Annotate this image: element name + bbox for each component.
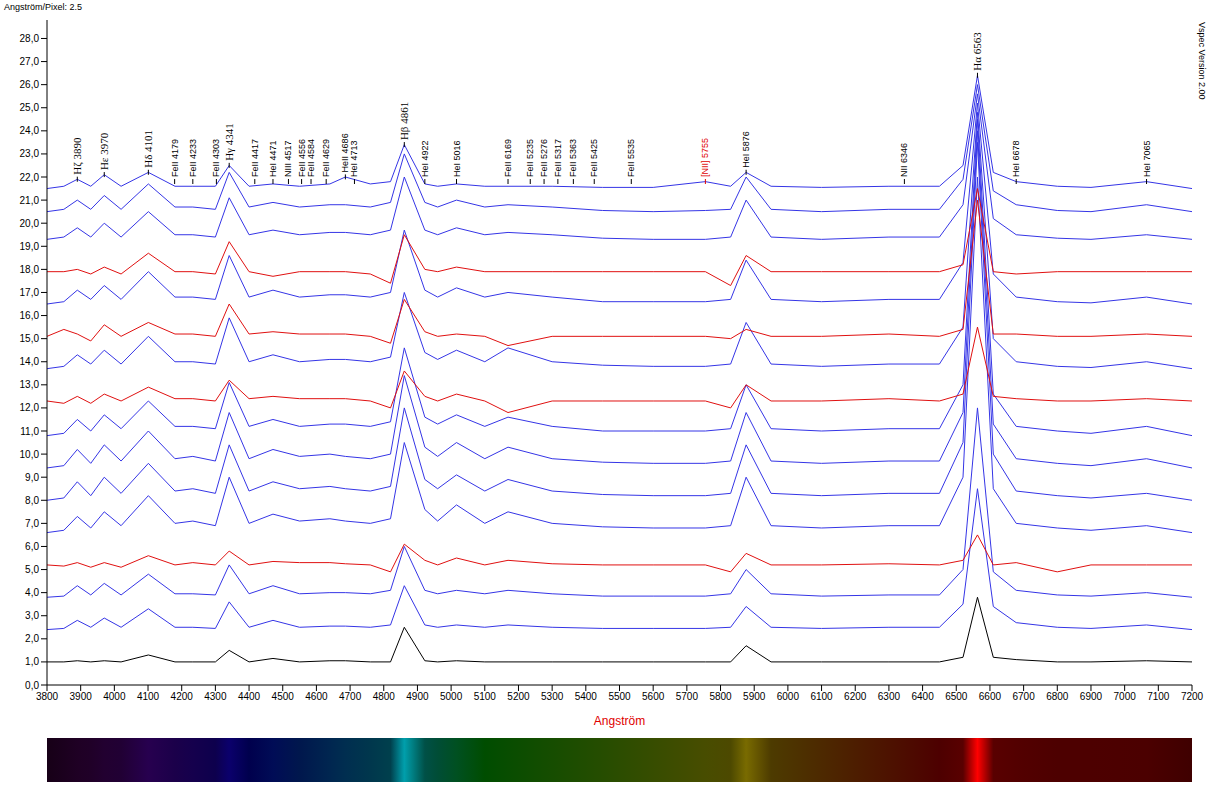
svg-text:4000: 4000: [103, 691, 126, 702]
svg-text:14,0: 14,0: [20, 356, 40, 367]
svg-text:FeII 5363: FeII 5363: [568, 139, 578, 177]
html-text:Angström/Pixel: 2.5: Angström/Pixel: 2.5: [4, 2, 82, 12]
svg-text:[NII] 5755: [NII] 5755: [700, 138, 710, 177]
svg-text:24,0: 24,0: [20, 125, 40, 136]
svg-text:FeII 5317: FeII 5317: [553, 139, 563, 177]
svg-text:HeI 6678: HeI 6678: [1011, 140, 1021, 177]
svg-text:23,0: 23,0: [20, 148, 40, 159]
svg-text:4500: 4500: [272, 691, 295, 702]
svg-text:10,0: 10,0: [20, 449, 40, 460]
svg-text:5000: 5000: [440, 691, 463, 702]
svg-text:5900: 5900: [743, 691, 766, 702]
svg-text:4,0: 4,0: [25, 587, 39, 598]
svg-text:6100: 6100: [810, 691, 833, 702]
svg-text:FeII 4179: FeII 4179: [170, 139, 180, 177]
svg-text:6800: 6800: [1046, 691, 1069, 702]
svg-text:FeII 4629: FeII 4629: [321, 139, 331, 177]
svg-text:FeII 4233: FeII 4233: [188, 139, 198, 177]
svg-text:19,0: 19,0: [20, 241, 40, 252]
svg-text:21,0: 21,0: [20, 195, 40, 206]
svg-text:16,0: 16,0: [20, 310, 40, 321]
svg-text:5,0: 5,0: [25, 564, 39, 575]
svg-text:9,0: 9,0: [25, 472, 39, 483]
svg-text:8,0: 8,0: [25, 495, 39, 506]
svg-text:5600: 5600: [642, 691, 665, 702]
svg-text:7000: 7000: [1114, 691, 1137, 702]
svg-text:4800: 4800: [373, 691, 396, 702]
svg-text:HeI 4922: HeI 4922: [420, 140, 430, 177]
svg-text:6000: 6000: [777, 691, 800, 702]
svg-text:4400: 4400: [238, 691, 261, 702]
svg-text:0,0: 0,0: [25, 680, 39, 691]
svg-text:5100: 5100: [474, 691, 497, 702]
svg-text:5700: 5700: [676, 691, 699, 702]
svg-text:22,0: 22,0: [20, 172, 40, 183]
svg-text:FeII 4417: FeII 4417: [250, 139, 260, 177]
svg-text:FeII 4303: FeII 4303: [211, 139, 221, 177]
svg-text:3800: 3800: [36, 691, 59, 702]
svg-text:12,0: 12,0: [20, 402, 40, 413]
svg-text:HeI 7065: HeI 7065: [1142, 140, 1152, 177]
svg-text:18,0: 18,0: [20, 264, 40, 275]
svg-text:5400: 5400: [575, 691, 598, 702]
svg-text:HeI 5016: HeI 5016: [452, 140, 462, 177]
svg-text:Hβ 4861: Hβ 4861: [398, 102, 410, 140]
svg-text:4600: 4600: [305, 691, 328, 702]
svg-text:FeII 5235: FeII 5235: [525, 139, 535, 177]
svg-text:1,0: 1,0: [25, 656, 39, 667]
svg-text:FeII 6169: FeII 6169: [503, 139, 513, 177]
svg-text:Hζ 3890: Hζ 3890: [71, 137, 84, 175]
svg-text:Hα 6563: Hα 6563: [971, 32, 983, 71]
svg-text:Hε 3970: Hε 3970: [98, 132, 110, 170]
svg-text:Hδ 4101: Hδ 4101: [142, 130, 154, 168]
svg-text:HeI 4713: HeI 4713: [349, 140, 359, 177]
svg-text:27,0: 27,0: [20, 56, 40, 67]
svg-text:13,0: 13,0: [20, 379, 40, 390]
svg-text:2,0: 2,0: [25, 633, 39, 644]
svg-text:HeI 5876: HeI 5876: [741, 131, 751, 168]
svg-text:7100: 7100: [1147, 691, 1170, 702]
svg-text:3900: 3900: [70, 691, 93, 702]
svg-text:6900: 6900: [1080, 691, 1103, 702]
svg-text:7200: 7200: [1181, 691, 1204, 702]
svg-text:5200: 5200: [507, 691, 530, 702]
svg-text:5300: 5300: [541, 691, 564, 702]
svg-text:FeII 5425: FeII 5425: [589, 139, 599, 177]
svg-text:6,0: 6,0: [25, 541, 39, 552]
svg-text:4200: 4200: [171, 691, 194, 702]
svg-text:FeII 4556: FeII 4556: [296, 139, 307, 177]
svg-text:6300: 6300: [878, 691, 901, 702]
svg-text:5800: 5800: [709, 691, 732, 702]
svg-text:FeII 4584: FeII 4584: [306, 139, 316, 177]
svg-text:6600: 6600: [979, 691, 1002, 702]
svg-text:20,0: 20,0: [20, 218, 40, 229]
svg-text:6500: 6500: [945, 691, 968, 702]
svg-text:Angström: Angström: [594, 714, 645, 728]
svg-text:3,0: 3,0: [25, 610, 39, 621]
svg-text:5500: 5500: [608, 691, 631, 702]
svg-text:NII 6346: NII 6346: [899, 143, 909, 177]
svg-text:HeII 4686: HeII 4686: [340, 133, 351, 173]
svg-text:15,0: 15,0: [20, 333, 40, 344]
svg-text:4100: 4100: [137, 691, 160, 702]
svg-text:FeII 5535: FeII 5535: [626, 139, 636, 177]
svg-text:17,0: 17,0: [20, 287, 40, 298]
html-text:Vspec Version 2.00: Vspec Version 2.00: [1197, 22, 1207, 100]
svg-text:4700: 4700: [339, 691, 362, 702]
svg-text:6400: 6400: [911, 691, 934, 702]
svg-text:HeI 4471: HeI 4471: [268, 140, 278, 177]
svg-text:6200: 6200: [844, 691, 867, 702]
svg-text:7,0: 7,0: [25, 518, 39, 529]
svg-text:26,0: 26,0: [20, 79, 40, 90]
svg-text:11,0: 11,0: [20, 426, 39, 437]
svg-text:6700: 6700: [1012, 691, 1035, 702]
svg-text:4900: 4900: [406, 691, 429, 702]
svg-text:25,0: 25,0: [20, 102, 40, 113]
svg-text:28,0: 28,0: [20, 33, 40, 44]
svg-text:Hγ 4341: Hγ 4341: [223, 123, 235, 161]
svg-text:4300: 4300: [204, 691, 227, 702]
svg-text:FeII 5276: FeII 5276: [539, 139, 549, 177]
svg-text:NIII 4517: NIII 4517: [283, 140, 293, 177]
